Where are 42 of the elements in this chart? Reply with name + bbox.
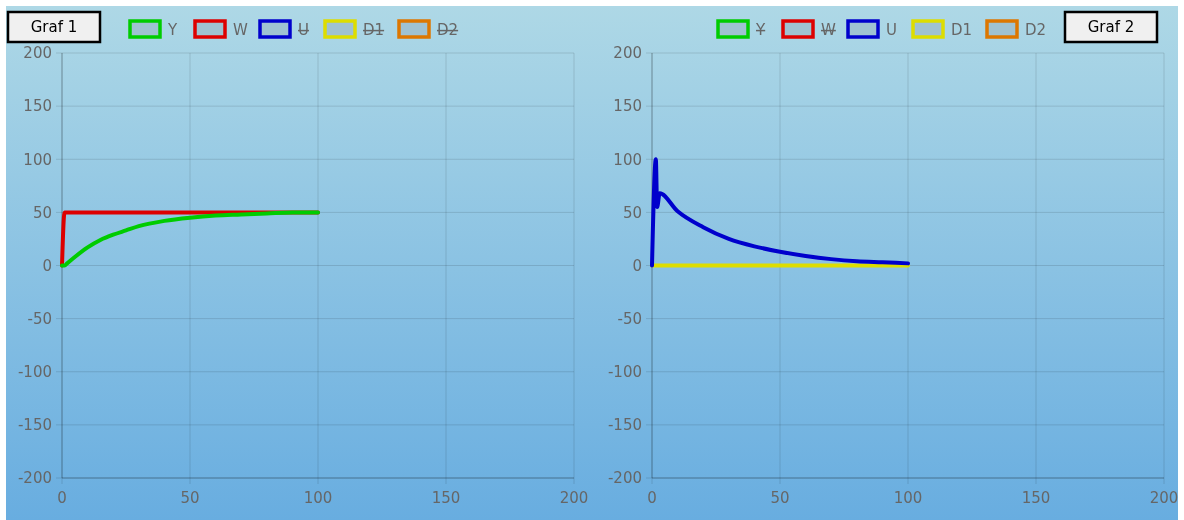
y-tick-label: 50	[622, 203, 642, 222]
x-tick-label: 50	[180, 489, 200, 508]
x-tick-label: 150	[431, 489, 461, 508]
x-tick-label: 200	[1149, 489, 1179, 508]
x-tick-label: 100	[893, 489, 923, 508]
legend-label: D1	[951, 21, 973, 40]
y-tick-label: 50	[32, 203, 52, 222]
x-tick-label: 100	[303, 489, 333, 508]
legend-label: Y	[167, 21, 178, 40]
y-tick-label: 200	[613, 44, 642, 63]
y-tick-label: -100	[17, 363, 52, 381]
y-tick-label: 150	[613, 97, 642, 116]
y-tick-label: -200	[17, 469, 52, 488]
line-series	[60, 210, 320, 268]
legend-label: U	[298, 21, 309, 40]
chart-title: Graf 2	[1087, 18, 1135, 37]
y-tick-label: 200	[23, 44, 52, 63]
y-tick-label: 100	[613, 150, 642, 169]
y-tick-label: -50	[617, 309, 642, 328]
x-tick-label: 0	[647, 489, 657, 508]
line-series	[650, 157, 910, 268]
legend-label: D2	[437, 21, 459, 40]
y-tick-label: -200	[607, 469, 642, 488]
legend-label: U	[886, 21, 897, 40]
x-tick-label: 50	[770, 489, 790, 508]
legend-label: W	[821, 21, 836, 40]
y-tick-label: -50	[27, 309, 52, 328]
y-tick-label: -150	[607, 416, 642, 435]
y-tick-label: 0	[632, 256, 642, 275]
legend-label: W	[233, 21, 248, 40]
y-tick-label: 100	[23, 150, 52, 169]
legend-label: Y	[755, 21, 766, 40]
legend-label: D2	[1025, 21, 1047, 40]
x-tick-label: 200	[559, 489, 589, 508]
y-tick-label: 150	[23, 97, 52, 116]
y-tick-label: -100	[607, 363, 642, 381]
legend-label: D1	[363, 21, 385, 40]
x-tick-label: 150	[1021, 489, 1051, 508]
x-tick-label: 0	[57, 489, 67, 508]
y-tick-label: 0	[42, 256, 52, 275]
y-tick-label: -150	[17, 416, 52, 435]
chart-title: Graf 1	[30, 18, 78, 37]
